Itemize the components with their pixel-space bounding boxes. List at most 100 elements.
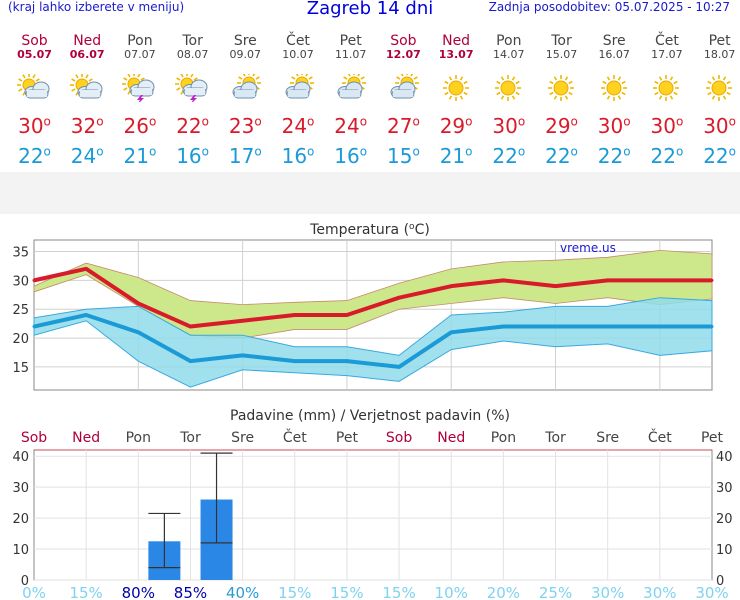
day-column[interactable]: Čet 10.07 24o 16o [272, 34, 325, 169]
day-column[interactable]: Pet 18.07 30o 22o [693, 33, 740, 169]
temp-chart-title: Temperatura (oC) [309, 222, 430, 238]
max-temp: 30o [703, 114, 736, 138]
day-column[interactable]: Pet 11.07 24o 16o [324, 33, 377, 169]
max-temp: 30o [492, 114, 526, 138]
day-name: Čet [654, 33, 679, 49]
precip-probability: 25% [539, 584, 572, 600]
day-date: 10.07 [282, 48, 314, 61]
day-column[interactable]: Sre 16.07 30o 22o [588, 33, 641, 169]
precip-probability: 30% [591, 584, 624, 600]
precip-probability: 40% [226, 584, 259, 600]
day-column[interactable]: Tor 08.07 22o 16o [166, 33, 219, 168]
max-temp-line [33, 266, 712, 329]
temp-point [449, 330, 453, 334]
min-temp: 22o [18, 144, 51, 168]
sun-icon [600, 75, 627, 101]
day-column[interactable]: Pon 14.07 30o 22o [482, 33, 535, 169]
precip-y-tick-right: 30 [716, 481, 733, 496]
temp-point [188, 325, 192, 329]
cloud-sun-icon [232, 74, 261, 99]
sun-icon [442, 75, 469, 101]
temp-point [241, 353, 245, 357]
temp-point [397, 296, 401, 300]
day-name: Ned [73, 33, 102, 49]
sun-cloud-storm-icon [122, 74, 155, 102]
day-date: 14.07 [493, 48, 525, 61]
sun-cloud-icon [69, 74, 103, 99]
min-temp: 17o [228, 144, 262, 168]
temp-point [554, 284, 558, 288]
day-column[interactable]: Sob 12.07 27o 15o [377, 33, 430, 169]
day-date: 13.07 [438, 48, 474, 61]
day-column[interactable]: Tor 15.07 29o 22o [535, 34, 588, 169]
day-name: Sob [21, 33, 48, 49]
temp-point [397, 365, 401, 369]
temp-point [188, 359, 192, 363]
day-name: Pon [127, 33, 153, 49]
day-date: 18.07 [703, 48, 736, 61]
precip-day-label: Pon [491, 430, 516, 446]
day-column[interactable]: Sre 09.07 23o 17o [219, 34, 272, 169]
temp-point [449, 284, 453, 288]
sun-icon [706, 75, 733, 101]
max-temp: 23o [228, 114, 262, 138]
precip-chart-title: Padavine (mm) / Verjetnost padavin (%) [230, 408, 510, 424]
day-date: 05.07 [17, 48, 52, 61]
day-column[interactable]: Ned 06.07 32o 24o [61, 33, 114, 168]
day-date: 09.07 [229, 48, 262, 61]
day-column[interactable]: Ned 13.07 29o 21o [430, 34, 483, 169]
day-date: 06.07 [69, 48, 105, 61]
temp-y-tick: 30 [12, 274, 29, 289]
temp-y-tick: 20 [12, 332, 29, 347]
day-name: Pet [708, 33, 731, 49]
temp-point [658, 278, 662, 282]
day-name: Pon [496, 33, 522, 49]
day-name: Tor [182, 33, 203, 49]
precip-day-label: Ned [437, 430, 465, 446]
max-temp: 24o [281, 114, 315, 138]
max-temp: 24o [334, 114, 368, 138]
precip-y-tick-right: 20 [716, 512, 733, 527]
sun-icon [653, 75, 680, 101]
temp-point [32, 325, 36, 329]
day-date: 11.07 [334, 48, 367, 61]
min-temp: 16o [334, 144, 368, 168]
max-temp: 32o [70, 114, 104, 138]
precip-day-label: Pet [336, 430, 359, 446]
temp-point [658, 325, 662, 329]
precip-day-label: Čet [283, 428, 307, 446]
precip-y-tick-right: 40 [716, 450, 733, 465]
max-temp: 30o [650, 114, 684, 138]
temp-point [345, 359, 349, 363]
temp-point [136, 330, 140, 334]
day-column[interactable]: Čet 17.07 30o 22o [640, 33, 693, 169]
watermark: vreme.us [560, 241, 616, 255]
sun-cloud-storm-icon [175, 74, 208, 102]
precip-day-label: Tor [179, 430, 201, 446]
forecast-footer-band [0, 172, 740, 214]
precip-probability: 30% [695, 584, 728, 600]
temp-point [293, 313, 297, 317]
precip-probability: 80% [122, 584, 155, 600]
precip-probability: 15% [382, 584, 415, 600]
day-name: Sre [602, 33, 626, 49]
day-column[interactable]: Sob 05.07 30o 22o [8, 33, 61, 168]
precip-probability: 0% [22, 584, 46, 600]
precip-day-label: Ned [72, 430, 100, 446]
cloud-sun-icon [337, 74, 367, 99]
precip-day-label: Pet [701, 430, 724, 446]
temp-y-tick: 35 [12, 246, 29, 261]
temp-y-tick: 25 [12, 303, 29, 318]
min-temp: 24o [70, 144, 104, 168]
header-location-hint[interactable]: (kraj lahko izberete v meniju) [8, 0, 185, 14]
day-name: Pet [339, 33, 362, 49]
temp-point [501, 278, 505, 282]
max-temp: 27o [386, 114, 420, 138]
precip-day-label: Sre [231, 430, 254, 446]
day-column[interactable]: Pon 07.07 26o 21o [113, 33, 166, 168]
temp-point [84, 313, 88, 317]
temp-point [241, 319, 245, 323]
day-name: Sob [390, 33, 417, 49]
precip-y-tick-right: 10 [716, 543, 733, 558]
max-temp: 22o [176, 114, 209, 138]
